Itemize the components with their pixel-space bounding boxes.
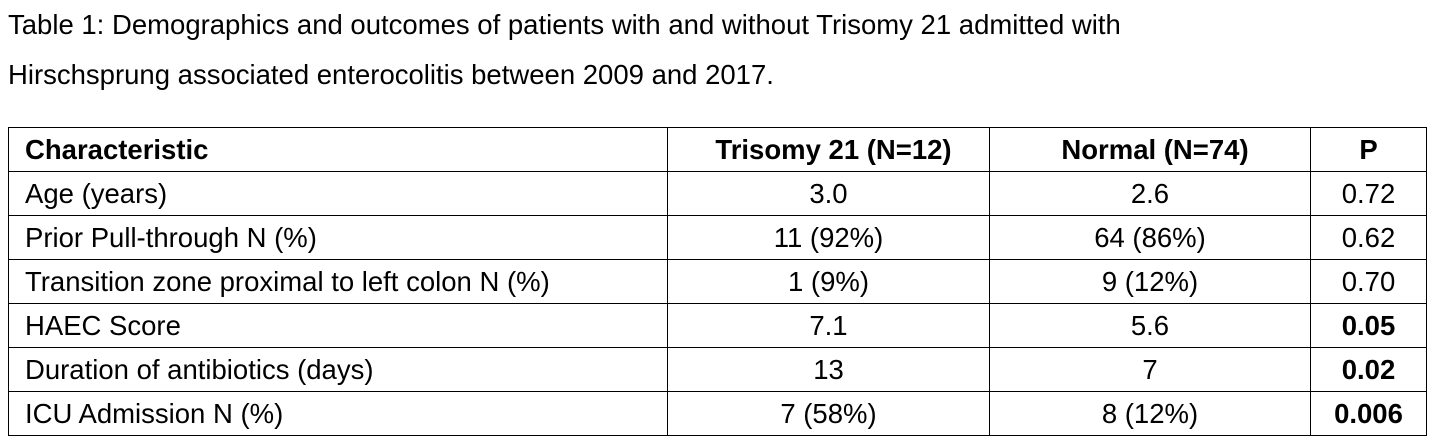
cell-p-value: 0.70 [1310, 259, 1427, 304]
header-trisomy: Trisomy 21 (N=12) [667, 127, 990, 172]
cell-characteristic: Duration of antibiotics (days) [8, 347, 668, 392]
cell-trisomy: 7 (58%) [667, 391, 990, 436]
caption-line-1: Table 1: Demographics and outcomes of pa… [8, 9, 1121, 40]
cell-characteristic: Prior Pull-through N (%) [8, 215, 668, 260]
cell-characteristic: Age (years) [8, 171, 668, 216]
cell-trisomy: 3.0 [667, 171, 990, 216]
header-characteristic: Characteristic [8, 127, 668, 172]
table-caption: Table 1: Demographics and outcomes of pa… [8, 0, 1418, 100]
cell-normal: 9 (12%) [989, 259, 1311, 304]
cell-normal: 5.6 [989, 303, 1311, 348]
cell-p-value: 0.02 [1310, 347, 1427, 392]
caption-line-2: Hirschsprung associated enterocolitis be… [8, 59, 774, 90]
cell-characteristic: HAEC Score [8, 303, 668, 348]
table-row: Transition zone proximal to left colon N… [8, 259, 1427, 304]
header-p-value: P [1310, 127, 1427, 172]
cell-characteristic: ICU Admission N (%) [8, 391, 668, 436]
cell-trisomy: 1 (9%) [667, 259, 990, 304]
demographics-table: Characteristic Trisomy 21 (N=12) Normal … [8, 127, 1427, 436]
cell-normal: 2.6 [989, 171, 1311, 216]
cell-trisomy: 7.1 [667, 303, 990, 348]
cell-trisomy: 13 [667, 347, 990, 392]
cell-normal: 8 (12%) [989, 391, 1311, 436]
header-normal: Normal (N=74) [989, 127, 1311, 172]
table-row: Prior Pull-through N (%) 11 (92%) 64 (86… [8, 215, 1427, 260]
cell-p-value: 0.006 [1310, 391, 1427, 436]
cell-p-value: 0.05 [1310, 303, 1427, 348]
cell-trisomy: 11 (92%) [667, 215, 990, 260]
cell-normal: 64 (86%) [989, 215, 1311, 260]
cell-p-value: 0.62 [1310, 215, 1427, 260]
table-row: Duration of antibiotics (days) 13 7 0.02 [8, 347, 1427, 392]
cell-characteristic: Transition zone proximal to left colon N… [8, 259, 668, 304]
table-row: Age (years) 3.0 2.6 0.72 [8, 171, 1427, 216]
table-header-row: Characteristic Trisomy 21 (N=12) Normal … [8, 127, 1427, 172]
table-row: ICU Admission N (%) 7 (58%) 8 (12%) 0.00… [8, 391, 1427, 436]
cell-p-value: 0.72 [1310, 171, 1427, 216]
cell-normal: 7 [989, 347, 1311, 392]
table-row: HAEC Score 7.1 5.6 0.05 [8, 303, 1427, 348]
